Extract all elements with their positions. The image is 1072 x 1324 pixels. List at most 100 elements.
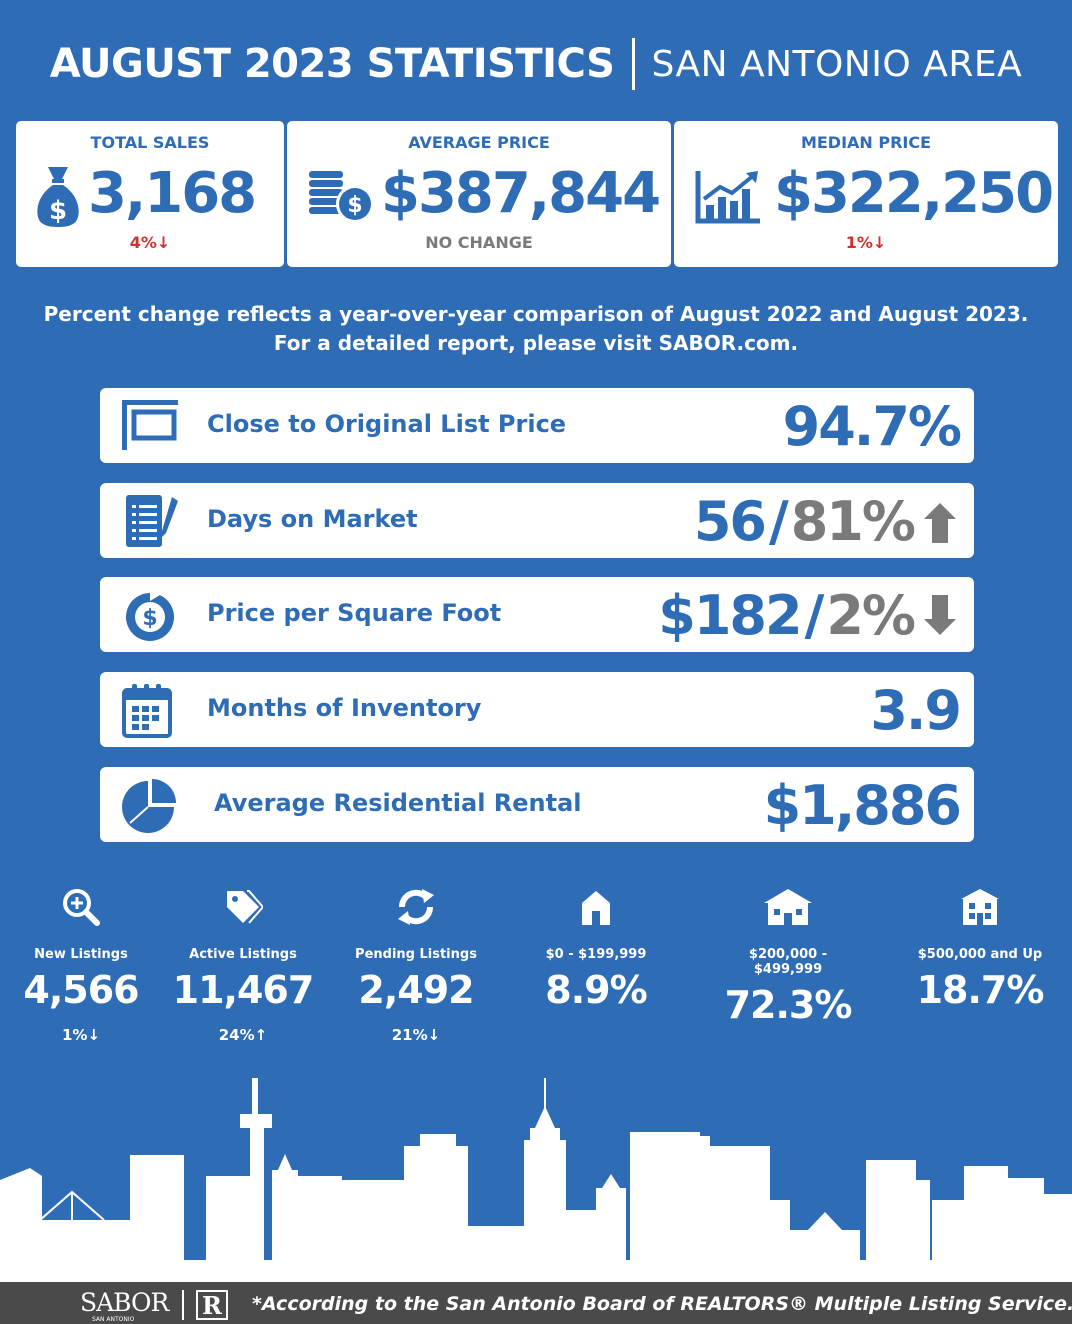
mini-change: 24%↑ [168,1026,318,1044]
page-title: AUGUST 2023 STATISTICS [49,41,615,87]
stat-value: 94.7% [782,395,962,458]
mini-value: 18.7% [916,968,1045,1012]
slash-separator: / [769,490,789,553]
stat-row-average-rental: Average Residential Rental $1,886 [100,767,974,842]
arrow-down-icon: ↓ [87,1026,101,1044]
money-bag-icon: $ [37,167,79,227]
magnify-plus-icon [63,889,100,926]
median-price-change-text: 1% [845,233,873,252]
growth-chart-icon [695,171,760,224]
stat-main-value: $1,886 [763,774,962,837]
mini-label: Active Listings [189,947,297,962]
stat-label: Price per Square Foot [207,599,502,627]
footer: SABOR SAN ANTONIO R *According to the Sa… [0,1282,1072,1324]
stat-main-value: 56 [693,490,767,553]
total-sales-value: 3,168 [88,161,257,226]
coins-icon: $ [309,171,374,223]
median-price-value: $322,250 [774,161,1054,226]
stat-change-value: 2% [826,584,916,647]
mini-change: 1%↓ [6,1026,156,1044]
stat-row-months-inventory: Months of Inventory 3.9 [100,672,974,747]
small-house-icon [582,891,610,925]
svg-text:$: $ [142,606,157,631]
sabor-logo-subtitle: SAN ANTONIO [92,1316,135,1323]
mini-value: 72.3% [724,983,853,1027]
sign-icon [122,400,178,450]
median-price-card: MEDIAN PRICE $322,250 1%↓ [674,121,1058,267]
arrow-down-icon: ↓ [427,1026,441,1044]
average-price-value: $387,844 [381,161,661,226]
stat-label: Days on Market [207,505,418,533]
mini-label: New Listings [34,947,128,962]
total-sales-label: TOTAL SALES [90,133,210,152]
footer-divider [182,1290,184,1320]
mini-change-text: 21% [391,1026,428,1044]
footer-disclaimer: *According to the San Antonio Board of R… [252,1293,1072,1315]
median-price-label: MEDIAN PRICE [800,133,932,152]
tag-icon [227,890,263,924]
stat-label: Average Residential Rental [214,789,582,817]
total-sales-change: 4%↓ [16,233,284,252]
large-house-icon [961,889,999,925]
stat-row-price-per-sqft: $ Price per Square Foot $182 / 2% [100,577,974,652]
mini-value: 4,566 [23,968,139,1012]
mini-change-text: 24% [218,1026,255,1044]
slash-separator: / [804,584,825,647]
stat-row-close-to-list: Close to Original List Price 94.7% [100,388,974,463]
mini-label: $200,000 - $499,999 [748,947,828,977]
stat-value: 56 / 81% [694,490,960,553]
mini-value: 11,467 [172,968,315,1012]
mini-label: $0 - $199,999 [545,947,647,962]
new-listings-stat: New Listings 4,566 1%↓ [6,885,156,1044]
sabor-logo: SABOR [80,1288,169,1317]
price-range-mid-stat: $200,000 - $499,999 72.3% [713,885,863,1027]
arrow-down-icon: ↓ [872,233,887,252]
average-price-card: AVERAGE PRICE $ $387,844 NO CHANGE [287,121,671,267]
calendar-icon [122,684,172,738]
realtor-logo-icon: R [196,1290,228,1320]
svg-text:$: $ [347,193,362,218]
stat-value: 3.9 [870,679,962,742]
total-sales-change-text: 4% [129,233,157,252]
stat-row-days-on-market: Days on Market 56 / 81% [100,483,974,558]
stat-value: $1,886 [763,774,962,837]
price-range-high-stat: $500,000 and Up 18.7% [905,885,1055,1012]
mini-value: 8.9% [545,968,647,1012]
mini-value: 2,492 [358,968,474,1012]
mini-label: $500,000 and Up [917,947,1043,962]
medium-house-icon [764,889,812,925]
total-sales-card: TOTAL SALES $ 3,168 4%↓ [16,121,284,267]
arrow-down-icon: ↓ [156,233,171,252]
mini-change-text: 1% [61,1026,88,1044]
note-line-1: Percent change reflects a year-over-year… [43,302,1029,326]
stat-label: Close to Original List Price [207,410,567,438]
arrow-down-icon [924,594,956,635]
mini-label: Pending Listings [355,947,477,962]
note-line-2: For a detailed report, please visit SABO… [273,331,799,355]
title-divider [632,38,636,90]
stat-main-value: 94.7% [782,395,962,458]
svg-text:$: $ [49,196,67,226]
arrow-up-icon: ↑ [254,1026,268,1044]
stat-change-value: 81% [790,490,916,553]
arrow-up-icon [924,502,956,543]
average-price-label: AVERAGE PRICE [408,133,550,152]
page-header: AUGUST 2023 STATISTICS SAN ANTONIO AREA [0,38,1072,90]
stat-main-value: $182 [658,584,802,647]
stat-main-value: 3.9 [870,679,962,742]
checklist-icon [126,495,178,547]
stat-value: $182 / 2% [658,584,960,647]
median-price-change: 1%↓ [674,233,1058,252]
city-skyline-illustration [0,1078,1072,1282]
pending-listings-stat: Pending Listings 2,492 21%↓ [341,885,491,1044]
pie-chart-icon [122,779,176,833]
dollar-cycle-icon: $ [126,589,174,641]
mini-change: 21%↓ [341,1026,491,1044]
area-title: SAN ANTONIO AREA [651,43,1023,85]
stat-label: Months of Inventory [207,694,482,722]
active-listings-stat: Active Listings 11,467 24%↑ [168,885,318,1044]
average-price-change: NO CHANGE [425,233,533,252]
price-range-low-stat: $0 - $199,999 8.9% [521,885,671,1012]
comparison-note: Percent change reflects a year-over-year… [0,300,1072,358]
refresh-icon [398,889,434,925]
